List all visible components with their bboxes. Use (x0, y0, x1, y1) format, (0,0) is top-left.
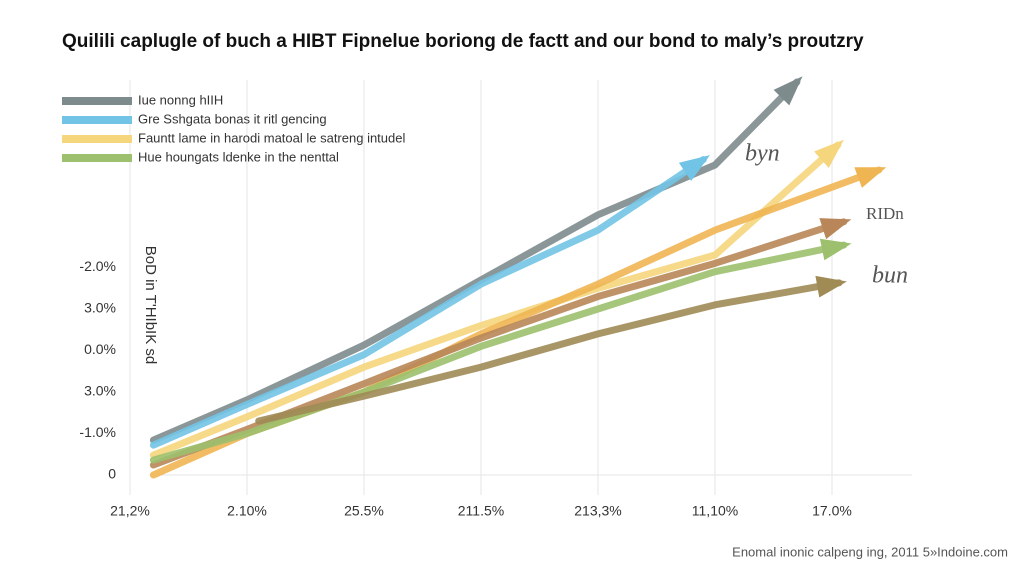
y-tick-label: 0 (108, 466, 116, 482)
legend-label: Iue nonng hIIH (138, 92, 223, 107)
arrow-head (773, 76, 803, 106)
arrow-head (854, 167, 887, 188)
arrow-head (678, 155, 710, 181)
annotation: RIDn (866, 204, 904, 223)
x-tick-label: 21,2% (110, 503, 150, 519)
annotation: byn (745, 141, 780, 167)
legend-label: Fauntt lame in harodi matoal le satreng … (138, 130, 405, 145)
x-tick-label: 17.0% (812, 503, 852, 519)
legend-label: Gre Sshgata bonas it ritl gencing (138, 111, 327, 126)
y-axis-label: BoD in T'HIbIK sd (142, 246, 159, 364)
x-tick-label: 25.5% (344, 503, 384, 519)
x-tick-label: 213,3% (574, 503, 621, 519)
series-line (149, 156, 707, 449)
series-line (149, 241, 848, 464)
series-line (149, 218, 848, 469)
arrow-head (814, 139, 844, 168)
legend-swatch (62, 97, 132, 105)
y-tick-label: -2.0% (79, 258, 116, 274)
y-tick-label: -1.0% (79, 424, 116, 440)
legend-swatch (62, 135, 132, 143)
y-tick-label: 0.0% (84, 341, 116, 357)
series-line (255, 279, 843, 425)
series-line (149, 78, 801, 444)
chart-title: Quilili caplugle of buch a HIBT Fipnelue… (62, 31, 864, 52)
series-line (149, 141, 842, 459)
y-tick-label: 3.0% (84, 300, 116, 316)
footer: Enomal inonic calpeng ing, 2011 5»Indoin… (732, 544, 1008, 559)
x-tick-label: 211.5% (458, 503, 504, 519)
annotation: bun (872, 263, 908, 289)
y-tick-label: 3.0% (84, 383, 116, 399)
x-tick-label: 2.10% (227, 503, 267, 519)
arrow-head (819, 238, 852, 261)
arrow-head (815, 275, 847, 298)
legend-swatch (62, 154, 132, 162)
arrow-head (819, 218, 852, 240)
legend-label: Hue houngats ldenke in the nenttal (138, 149, 339, 164)
x-tick-label: 11,10% (692, 503, 738, 519)
legend-swatch (62, 116, 132, 124)
